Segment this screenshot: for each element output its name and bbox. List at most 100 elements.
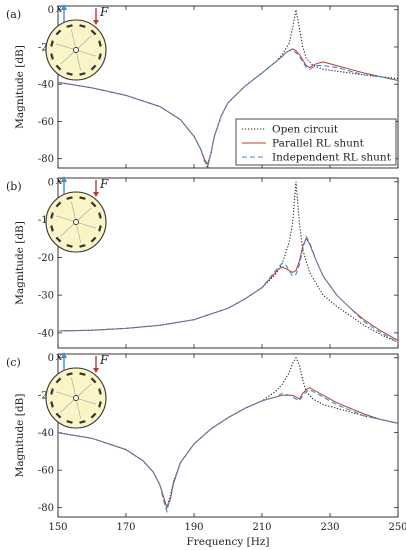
legend-entry: Parallel RL shunt: [272, 138, 365, 150]
spoke: [75, 383, 92, 399]
piezo-patch: [50, 53, 54, 60]
piezo-patch: [55, 64, 62, 71]
hub: [73, 395, 79, 401]
spoke: [71, 201, 77, 223]
piezo-patch: [98, 388, 102, 395]
piezo-patch: [98, 225, 102, 232]
legend: Open circuit Parallel RL shunt Independent…: [235, 118, 397, 166]
series-independent-rl-shunt: [58, 388, 398, 514]
force-arrow-head: [93, 192, 99, 197]
piezo-patch: [98, 401, 102, 408]
spoke: [75, 221, 81, 243]
panel-label: (a): [6, 8, 21, 21]
series-independent-rl-shunt: [58, 235, 398, 343]
spoke: [60, 397, 77, 413]
piezo-patch: [55, 377, 62, 384]
piezo-patch: [79, 196, 86, 200]
y-tick-label: -20: [38, 253, 54, 264]
piezo-patch: [66, 244, 73, 248]
spoke: [75, 35, 92, 51]
x-direction-label: x: [56, 2, 63, 15]
x-tick-label: 210: [252, 522, 271, 533]
y-tick-label: -40: [38, 428, 54, 439]
force-label: F: [99, 353, 109, 367]
x-arrow-head: [61, 176, 67, 182]
y-tick-label: -40: [38, 80, 54, 91]
piezo-patch: [90, 29, 97, 36]
y-tick-label: 0: [48, 5, 54, 16]
y-tick-label: -80: [38, 154, 54, 165]
piezo-patch: [66, 196, 73, 200]
piezo-patch: [50, 212, 54, 219]
piezo-patch: [50, 40, 54, 47]
spoke: [71, 29, 77, 51]
force-arrow-head: [93, 20, 99, 25]
series-parallel-rl-shunt: [58, 387, 398, 510]
x-arrow-head: [61, 352, 67, 358]
y-tick-label: 0: [48, 177, 54, 188]
y-tick-label: 0: [48, 353, 54, 364]
piezo-patch: [98, 53, 102, 60]
spoke: [60, 49, 77, 65]
piezo-patch: [79, 244, 86, 248]
plot-frame: [57, 177, 399, 349]
panel-label: (c): [6, 356, 21, 369]
piezo-patch: [79, 24, 86, 28]
spoke: [55, 391, 77, 399]
x-tick-label: 190: [184, 522, 203, 533]
force-arrow-head: [93, 368, 99, 373]
piezo-patch: [79, 372, 86, 376]
piezo-patch: [50, 388, 54, 395]
spoke: [55, 215, 77, 223]
y-tick-label: -60: [38, 466, 54, 477]
x-tick-label: 250: [388, 522, 406, 533]
piezo-patch: [66, 420, 73, 424]
spoke: [71, 377, 77, 399]
x-arrow-head: [61, 4, 67, 10]
panel-c: 0-20-40-60-80150170190210230250Magnitude…: [6, 350, 406, 548]
piezo-patch: [98, 40, 102, 47]
legend-entry: Independent RL shunt: [272, 152, 392, 164]
piezo-patch: [66, 72, 73, 76]
series-independent-rl-shunt: [58, 50, 398, 168]
x-direction-label: x: [56, 174, 63, 187]
piezo-patch: [79, 420, 86, 424]
series-parallel-rl-shunt: [58, 237, 398, 341]
series-open-circuit: [58, 181, 398, 343]
spoke: [55, 43, 77, 51]
piezo-patch: [90, 201, 97, 208]
panel-label: (b): [6, 180, 22, 193]
hub: [73, 47, 79, 53]
force-label: F: [99, 5, 109, 19]
y-tick-label: -30: [38, 291, 54, 302]
piezo-patch: [50, 225, 54, 232]
spoke: [75, 397, 97, 405]
x-tick-label: 150: [48, 522, 67, 533]
piezo-patch: [90, 377, 97, 384]
series-open-circuit: [58, 356, 398, 510]
x-tick-label: 230: [320, 522, 339, 533]
piezo-patch: [55, 412, 62, 419]
piezo-patch: [98, 212, 102, 219]
piezo-patch: [55, 29, 62, 36]
x-direction-label: x: [56, 350, 63, 363]
spoke: [75, 207, 92, 223]
piezo-patch: [55, 201, 62, 208]
y-axis-label: Magnitude [dB]: [14, 221, 26, 305]
spoke: [75, 397, 81, 419]
legend-entry: Open circuit: [272, 124, 339, 136]
piezo-patch: [55, 236, 62, 243]
y-axis-label: Magnitude [dB]: [14, 45, 26, 129]
plot-frame: [57, 5, 399, 169]
piezo-patch: [90, 236, 97, 243]
force-label: F: [99, 177, 109, 191]
piezo-patch: [90, 64, 97, 71]
y-axis-label: Magnitude [dB]: [14, 394, 26, 478]
y-tick-label: -60: [38, 117, 54, 128]
